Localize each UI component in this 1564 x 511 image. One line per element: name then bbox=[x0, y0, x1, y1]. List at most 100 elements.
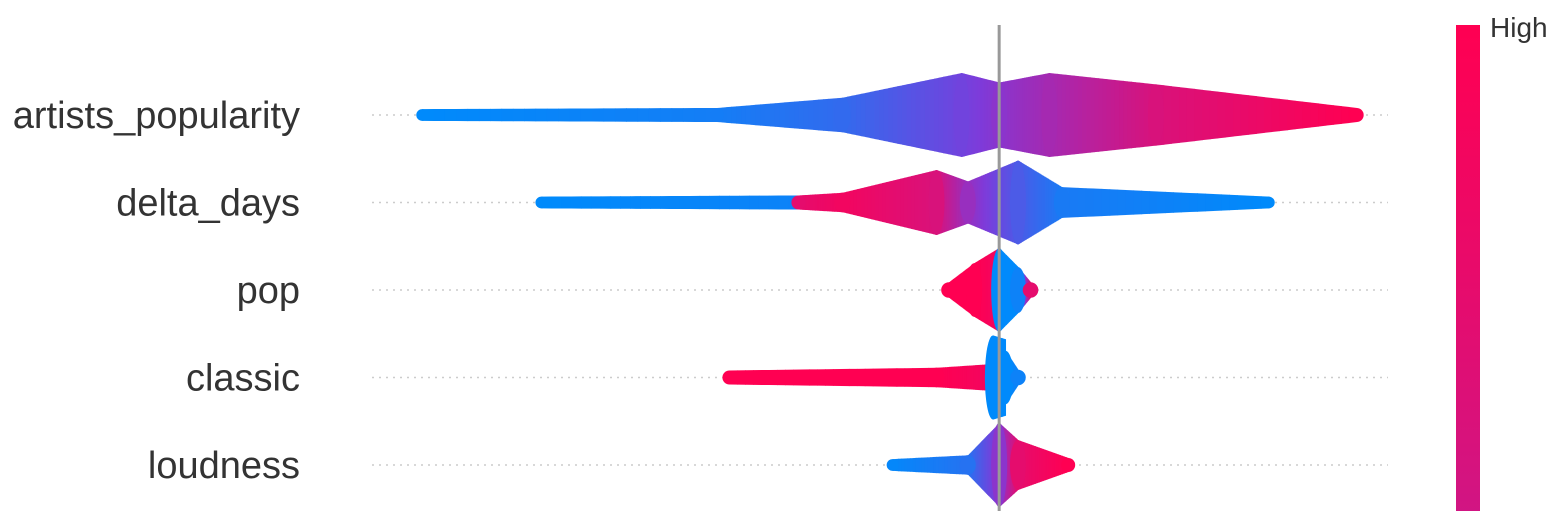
swarm-segment-classic-0 bbox=[801, 369, 810, 386]
swarm-segment-artists-popularity-4 bbox=[1031, 75, 1035, 155]
swarm-segment-artists-popularity-6 bbox=[1302, 101, 1311, 129]
swarm-segment-classic-0 bbox=[745, 370, 754, 385]
swarm-segment-artists-popularity-2 bbox=[856, 93, 862, 137]
feature-label-delta-days: delta_days bbox=[116, 183, 300, 225]
colorbar-gradient bbox=[1456, 25, 1480, 511]
swarm-segment-artists-popularity-0 bbox=[524, 108, 537, 122]
swarm-segment-artists-popularity-6 bbox=[1194, 88, 1203, 142]
swarm-segment-delta-days-2 bbox=[914, 174, 919, 231]
swarm-segment-delta-days-0 bbox=[719, 195, 730, 210]
swarm-segment-artists-popularity-0 bbox=[682, 108, 695, 122]
swarm-segment-classic-1 bbox=[977, 364, 981, 391]
swarm-segment-artists-popularity-4 bbox=[1010, 79, 1014, 151]
swarm-segment-delta-days-2 bbox=[918, 173, 923, 232]
swarm-point-artists-popularity-3 bbox=[953, 73, 970, 157]
swarm-segment-artists-popularity-6 bbox=[1318, 103, 1327, 127]
swarm-segment-loudness-0 bbox=[953, 455, 957, 475]
swarm-segment-loudness-3 bbox=[1025, 442, 1029, 488]
swarm-segment-delta-days-4 bbox=[987, 172, 990, 233]
swarm-segment-artists-popularity-0 bbox=[637, 108, 650, 122]
swarm-segment-delta-days-0 bbox=[758, 195, 770, 210]
swarm-segment-artists-popularity-6 bbox=[1186, 88, 1196, 142]
swarm-segment-artists-popularity-0 bbox=[535, 108, 548, 122]
swarm-segment-artists-popularity-1 bbox=[784, 102, 790, 128]
swarm-segment-delta-days-6 bbox=[1133, 190, 1143, 215]
swarm-segment-loudness-3 bbox=[1046, 450, 1050, 480]
swarm-segment-delta-days-6 bbox=[1125, 190, 1135, 215]
swarm-segment-artists-popularity-2 bbox=[892, 86, 898, 144]
swarm-segment-classic-1 bbox=[982, 364, 985, 391]
swarm-segment-artists-popularity-1 bbox=[726, 106, 733, 124]
swarm-point-classic-2 bbox=[984, 335, 1001, 420]
swarm-segment-artists-popularity-6 bbox=[1279, 98, 1288, 132]
swarm-segment-delta-days-6 bbox=[1069, 187, 1079, 218]
swarm-point-classic-1 bbox=[928, 367, 945, 388]
swarm-point-artists-popularity-6 bbox=[1147, 84, 1164, 146]
swarm-segment-artists-popularity-0 bbox=[569, 108, 582, 122]
swarm-segment-delta-days-4 bbox=[1008, 163, 1011, 242]
swarm-segment-loudness-3 bbox=[1044, 449, 1048, 481]
swarm-segment-artists-popularity-0 bbox=[546, 108, 559, 122]
swarm-segment-artists-popularity-0 bbox=[512, 108, 525, 122]
swarm-segment-artists-popularity-2 bbox=[920, 80, 926, 150]
swarm-segment-artists-popularity-5 bbox=[1078, 76, 1083, 154]
swarm-segment-artists-popularity-4 bbox=[1035, 75, 1039, 155]
swarm-segment-delta-days-0 bbox=[620, 196, 631, 209]
swarm-segment-classic-0 bbox=[840, 368, 850, 387]
swarm-segment-delta-days-2 bbox=[874, 184, 880, 221]
swarm-segment-artists-popularity-4 bbox=[1030, 76, 1033, 154]
swarm-segment-delta-days-0 bbox=[768, 195, 780, 210]
swarm-segment-delta-days-4 bbox=[990, 170, 994, 235]
swarm-segment-delta-days-6 bbox=[1117, 189, 1127, 216]
swarm-segment-artists-popularity-6 bbox=[1209, 90, 1219, 140]
swarm-point-delta-days-1 bbox=[791, 195, 806, 210]
swarm-segment-artists-popularity-5 bbox=[1110, 79, 1116, 151]
swarm-point-pop-3 bbox=[1009, 267, 1026, 313]
swarm-segment-classic-0 bbox=[793, 369, 802, 386]
swarm-segment-artists-popularity-1 bbox=[818, 99, 824, 131]
swarm-point-pop-0 bbox=[941, 282, 957, 298]
swarm-segment-delta-days-4 bbox=[989, 171, 992, 234]
swarm-segment-artists-popularity-5 bbox=[1086, 76, 1091, 154]
swarm-segment-delta-days-4 bbox=[979, 175, 982, 230]
swarm-segment-classic-0 bbox=[848, 368, 858, 387]
swarm-segment-artists-popularity-0 bbox=[490, 108, 503, 122]
swarm-segment-artists-popularity-1 bbox=[770, 103, 776, 127]
swarm-segment-artists-popularity-2 bbox=[924, 79, 931, 151]
swarm-segment-artists-popularity-2 bbox=[883, 88, 889, 142]
swarm-segment-delta-days-0 bbox=[749, 195, 760, 210]
swarm-layer bbox=[416, 73, 1364, 507]
swarm-segment-delta-days-6 bbox=[1173, 192, 1182, 213]
swarm-segment-artists-popularity-4 bbox=[1037, 74, 1041, 156]
swarm-segment-artists-popularity-5 bbox=[1094, 77, 1100, 153]
swarm-segment-artists-popularity-2 bbox=[879, 89, 885, 141]
swarm-point-artists-popularity-0 bbox=[416, 109, 429, 121]
swarm-segment-classic-1 bbox=[969, 365, 972, 390]
swarm-segment-artists-popularity-2 bbox=[897, 85, 903, 145]
swarm-segment-classic-1 bbox=[958, 366, 961, 389]
swarm-segment-classic-0 bbox=[825, 369, 834, 386]
swarm-segment-classic-0 bbox=[832, 369, 842, 386]
feature-label-loudness: loudness bbox=[148, 445, 300, 487]
swarm-segment-artists-popularity-2 bbox=[943, 75, 949, 155]
swarm-segment-artists-popularity-4 bbox=[1026, 77, 1029, 153]
swarm-segment-artists-popularity-6 bbox=[1264, 97, 1273, 133]
swarm-point-artists-popularity-5 bbox=[1041, 73, 1058, 157]
swarm-segment-artists-popularity-6 bbox=[1333, 105, 1342, 125]
swarm-segment-classic-1 bbox=[951, 366, 955, 389]
swarm-segment-artists-popularity-0 bbox=[467, 108, 480, 122]
swarm-segment-artists-popularity-5 bbox=[1114, 80, 1120, 150]
swarm-segment-artists-popularity-5 bbox=[1135, 82, 1141, 148]
swarm-segment-classic-0 bbox=[880, 368, 890, 387]
swarm-segment-artists-popularity-5 bbox=[1065, 74, 1071, 156]
swarm-segment-artists-popularity-2 bbox=[906, 83, 912, 147]
swarm-segment-artists-popularity-0 bbox=[626, 108, 639, 122]
swarm-segment-classic-0 bbox=[761, 369, 770, 386]
swarm-segment-loudness-0 bbox=[935, 456, 940, 474]
swarm-segment-delta-days-0 bbox=[580, 196, 592, 209]
swarm-segment-loudness-3 bbox=[1052, 452, 1056, 478]
swarm-segment-loudness-0 bbox=[915, 457, 920, 473]
swarm-segment-loudness-0 bbox=[956, 455, 960, 475]
